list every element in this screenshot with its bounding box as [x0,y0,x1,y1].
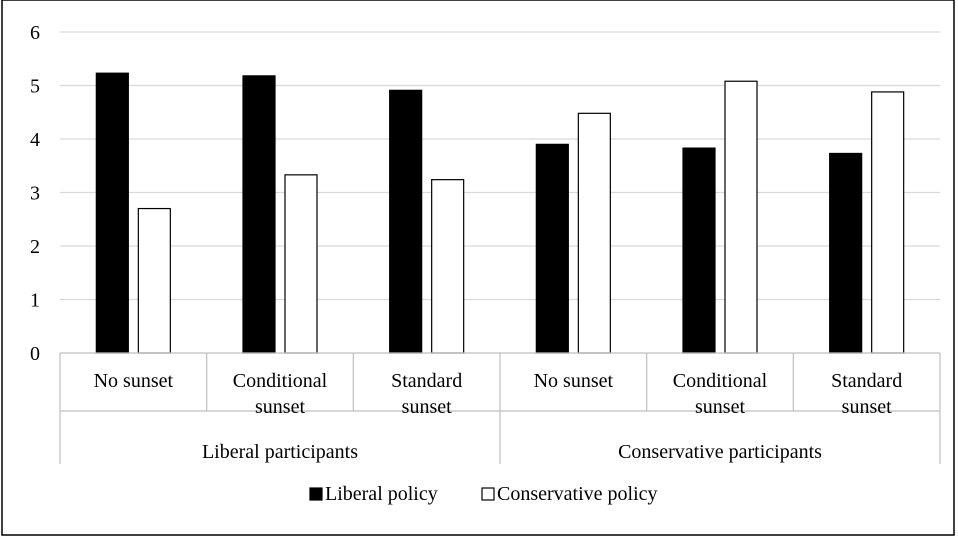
bar-conservative-policy [724,80,758,354]
y-tick-label: 2 [30,236,40,258]
x-tick-label: sunset [695,396,745,418]
bar-conservative-policy [871,91,905,354]
x-tick-label: Standard [391,370,462,392]
bar-liberal-policy [242,75,276,354]
x-tick-label: Standard [831,370,902,392]
bar-liberal-policy [682,147,716,354]
legend-swatch-liberal-policy [309,487,323,501]
bar-conservative-policy [137,207,171,354]
x-tick-label: No sunset [534,370,614,392]
bar-conservative-policy [431,179,465,354]
y-tick-label: 4 [30,129,40,151]
bar-liberal-policy [389,89,423,354]
x-tick-label: sunset [402,396,452,418]
group-label: Liberal participants [202,441,358,463]
bar-liberal-policy [829,152,863,354]
bar-liberal-policy [95,72,129,354]
x-tick-label: sunset [842,396,892,418]
x-tick-label: No sunset [94,370,174,392]
bar-conservative-policy [284,174,318,354]
x-tick-label: Conditional [673,370,768,392]
bar-liberal-policy [535,143,569,354]
legend-label: Liberal policy [325,483,438,505]
legend-label: Conservative policy [497,483,658,505]
y-tick-label: 0 [30,343,40,365]
y-tick-label: 1 [30,290,40,312]
bar-conservative-policy [577,112,611,354]
x-tick-label: sunset [255,396,305,418]
y-tick-label: 3 [30,183,40,205]
legend-swatch-conservative-policy [481,487,495,501]
y-tick-label: 6 [30,22,40,44]
x-tick-label: Conditional [233,370,328,392]
group-label: Conservative participants [618,441,822,463]
y-tick-label: 5 [30,76,40,98]
